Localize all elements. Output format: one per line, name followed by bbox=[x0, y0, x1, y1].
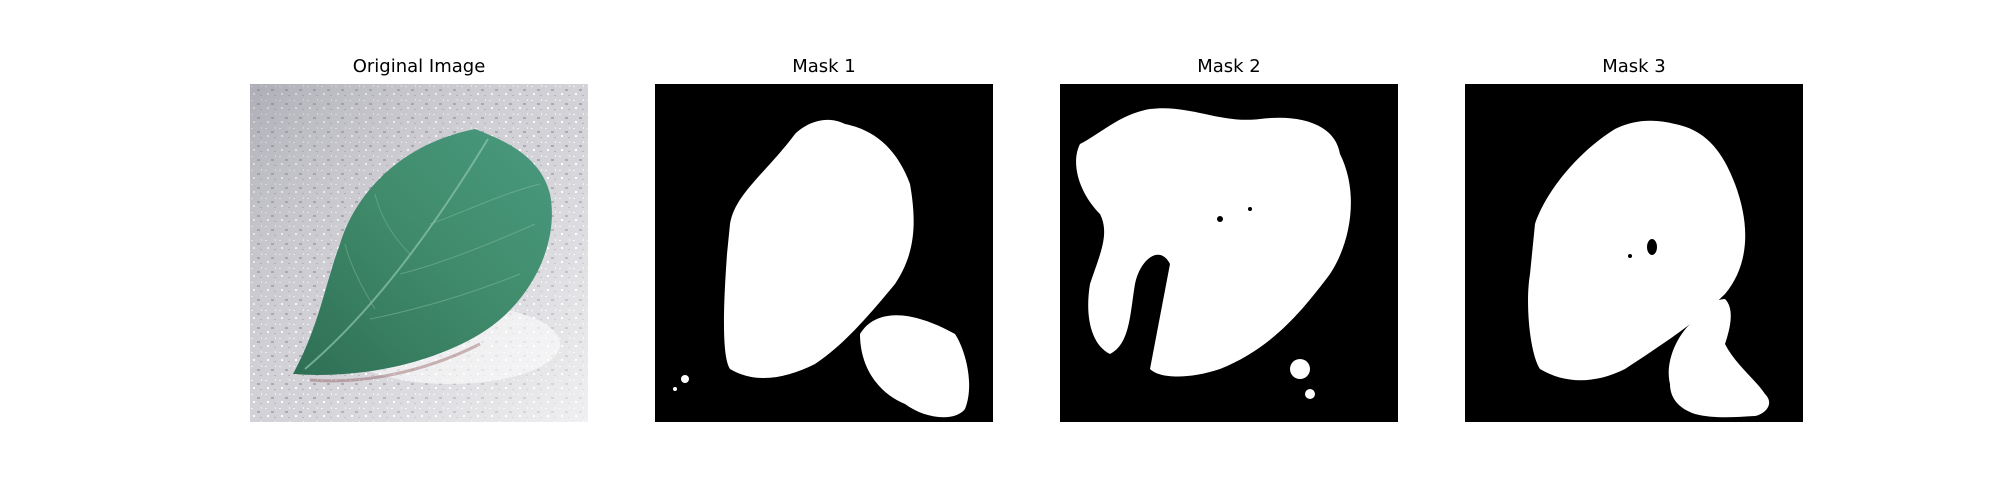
panel-title-mask-3: Mask 3 bbox=[1602, 56, 1666, 77]
panel-title-mask-2: Mask 2 bbox=[1197, 56, 1261, 77]
mask-1 bbox=[655, 84, 993, 422]
mask-3 bbox=[1465, 84, 1803, 422]
panel-title-mask-1: Mask 1 bbox=[792, 56, 856, 77]
mask-2-image bbox=[1060, 84, 1398, 422]
mask-2 bbox=[1060, 84, 1398, 422]
panel-title-original: Original Image bbox=[352, 56, 486, 77]
leaf-shape bbox=[293, 129, 552, 375]
original-image bbox=[250, 84, 588, 422]
leaf-photo bbox=[250, 84, 588, 422]
mask-1-image bbox=[655, 84, 993, 422]
mask-3-image bbox=[1465, 84, 1803, 422]
